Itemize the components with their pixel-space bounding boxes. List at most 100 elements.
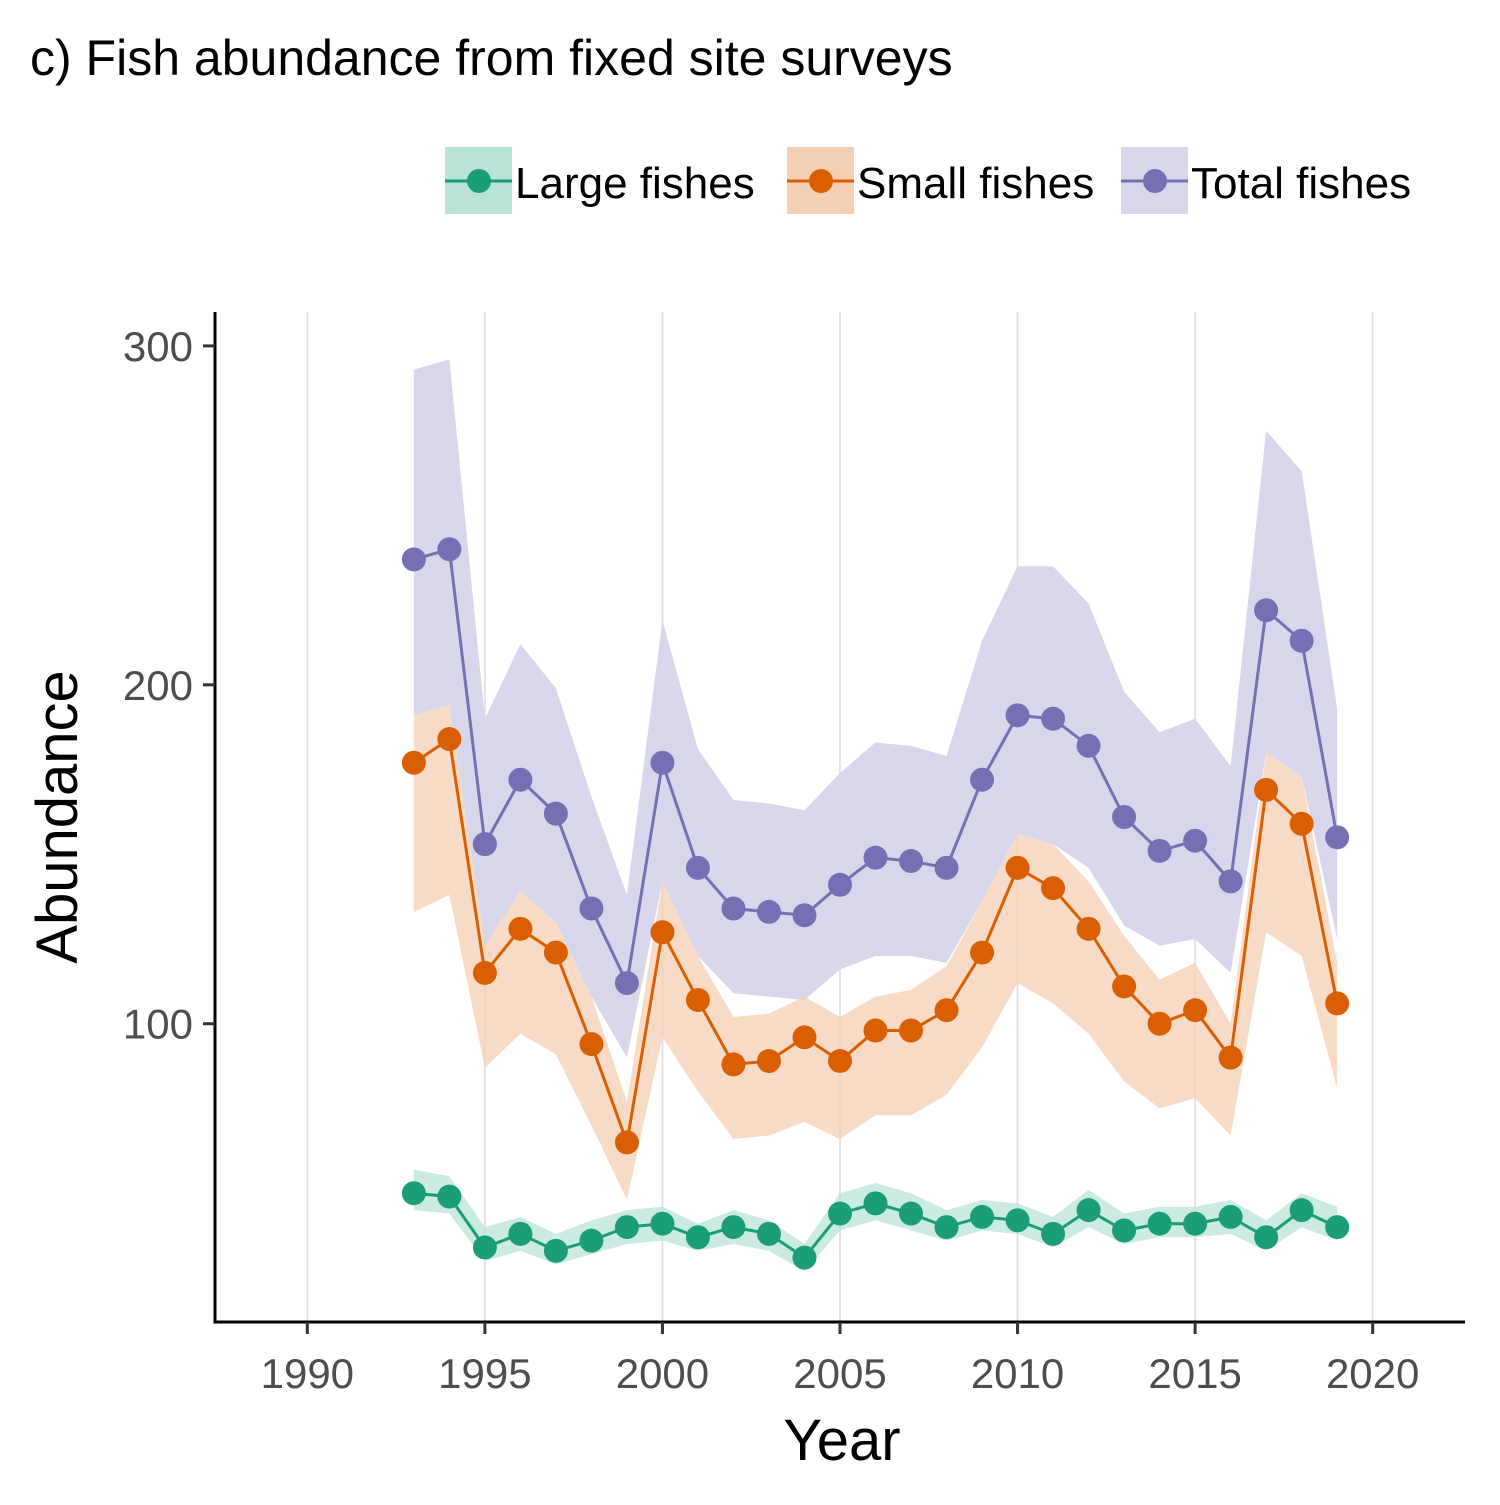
point-large-fishes-1997	[543, 1238, 568, 1263]
point-total-fishes-2018	[1289, 628, 1314, 653]
point-large-fishes-2000	[650, 1211, 675, 1236]
point-small-fishes-2004	[792, 1025, 817, 1050]
point-total-fishes-2016	[1218, 869, 1243, 894]
point-total-fishes-2014	[1147, 838, 1172, 863]
x-tick-label-1995: 1995	[438, 1350, 531, 1397]
point-small-fishes-1996	[508, 916, 533, 941]
point-large-fishes-1999	[614, 1215, 639, 1240]
series-points	[401, 537, 1350, 1270]
y-tick-label-200: 200	[123, 662, 193, 709]
point-small-fishes-1999	[614, 1130, 639, 1155]
legend-label-small-fishes: Small fishes	[857, 159, 1094, 208]
point-large-fishes-2012	[1076, 1198, 1101, 1223]
point-small-fishes-1997	[543, 940, 568, 965]
point-total-fishes-2011	[1041, 706, 1066, 731]
point-total-fishes-2009	[970, 767, 995, 792]
point-large-fishes-1996	[508, 1221, 533, 1246]
point-small-fishes-1994	[437, 727, 462, 752]
point-large-fishes-1998	[579, 1228, 604, 1253]
x-tick-label-2000: 2000	[616, 1350, 709, 1397]
point-large-fishes-2009	[970, 1204, 995, 1229]
x-tick-label-2015: 2015	[1148, 1350, 1241, 1397]
legend-key-point-total-fishes	[1143, 169, 1167, 193]
point-total-fishes-2010	[1005, 703, 1030, 728]
band-total-fishes	[413, 359, 1338, 1058]
point-small-fishes-2012	[1076, 916, 1101, 941]
point-large-fishes-1993	[401, 1181, 426, 1206]
point-total-fishes-2008	[934, 855, 959, 880]
point-small-fishes-2014	[1147, 1011, 1172, 1036]
point-total-fishes-2012	[1076, 733, 1101, 758]
point-large-fishes-2014	[1147, 1211, 1172, 1236]
point-total-fishes-2007	[899, 849, 924, 874]
point-large-fishes-2013	[1112, 1218, 1137, 1243]
point-small-fishes-1995	[472, 960, 497, 985]
point-total-fishes-2019	[1325, 825, 1350, 850]
point-small-fishes-2001	[685, 988, 710, 1013]
legend-label-large-fishes: Large fishes	[515, 159, 755, 208]
point-large-fishes-2001	[685, 1225, 710, 1250]
point-large-fishes-2007	[899, 1201, 924, 1226]
point-small-fishes-2018	[1289, 811, 1314, 836]
point-total-fishes-1994	[437, 537, 462, 562]
point-large-fishes-2002	[721, 1215, 746, 1240]
point-small-fishes-2007	[899, 1018, 924, 1043]
y-axis-label: Abundance	[25, 670, 90, 963]
chart-title: c) Fish abundance from fixed site survey…	[30, 30, 953, 86]
point-small-fishes-1993	[401, 750, 426, 775]
point-large-fishes-2019	[1325, 1215, 1350, 1240]
point-total-fishes-1999	[614, 971, 639, 996]
point-total-fishes-2002	[721, 896, 746, 921]
legend-item-large-fishes: Large fishes	[445, 147, 755, 214]
point-small-fishes-2000	[650, 920, 675, 945]
point-large-fishes-2017	[1254, 1225, 1279, 1250]
x-tick-label-2010: 2010	[971, 1350, 1064, 1397]
point-large-fishes-2004	[792, 1245, 817, 1270]
point-large-fishes-2016	[1218, 1204, 1243, 1229]
point-total-fishes-2001	[685, 855, 710, 880]
point-total-fishes-1998	[579, 896, 604, 921]
point-total-fishes-1993	[401, 547, 426, 572]
point-large-fishes-2015	[1183, 1211, 1208, 1236]
point-total-fishes-1996	[508, 767, 533, 792]
point-small-fishes-2011	[1041, 876, 1066, 901]
point-small-fishes-2005	[828, 1049, 852, 1074]
point-small-fishes-2017	[1254, 777, 1279, 802]
point-total-fishes-1997	[543, 801, 568, 826]
point-total-fishes-1995	[472, 832, 497, 857]
band-small-fishes	[413, 705, 1338, 1200]
x-tick-label-1990: 1990	[261, 1350, 354, 1397]
point-large-fishes-2011	[1041, 1221, 1066, 1246]
tick-labels: 100 200 300 1990 1995 2000 2005 2010 2015 2020	[123, 323, 1419, 1397]
point-small-fishes-2002	[721, 1052, 746, 1077]
point-large-fishes-2008	[934, 1215, 959, 1240]
x-tick-label-2020: 2020	[1326, 1350, 1419, 1397]
point-large-fishes-1995	[472, 1235, 497, 1260]
x-axis-label: Year	[783, 1408, 900, 1473]
point-small-fishes-2013	[1112, 974, 1137, 999]
point-large-fishes-2018	[1289, 1198, 1314, 1223]
y-tick-label-300: 300	[123, 323, 193, 370]
point-small-fishes-2006	[863, 1018, 888, 1043]
point-total-fishes-2004	[792, 903, 817, 928]
point-total-fishes-2015	[1183, 828, 1208, 853]
y-tick-label-100: 100	[123, 1001, 193, 1048]
legend-label-total-fishes: Total fishes	[1191, 159, 1411, 208]
legend-item-small-fishes: Small fishes	[787, 147, 1094, 214]
point-total-fishes-2003	[756, 899, 781, 924]
legend-key-point-small-fishes	[809, 169, 833, 193]
point-total-fishes-2017	[1254, 598, 1279, 623]
point-small-fishes-2016	[1218, 1045, 1243, 1070]
point-total-fishes-2006	[863, 845, 888, 870]
point-small-fishes-2008	[934, 998, 959, 1023]
point-large-fishes-2010	[1005, 1208, 1030, 1233]
point-total-fishes-2000	[650, 750, 675, 775]
point-total-fishes-2013	[1112, 805, 1137, 829]
point-total-fishes-2005	[828, 872, 852, 897]
point-small-fishes-1998	[579, 1032, 604, 1057]
x-tick-label-2005: 2005	[793, 1350, 886, 1397]
point-large-fishes-1994	[437, 1184, 462, 1209]
point-large-fishes-2003	[756, 1221, 781, 1246]
point-small-fishes-2009	[970, 940, 995, 965]
